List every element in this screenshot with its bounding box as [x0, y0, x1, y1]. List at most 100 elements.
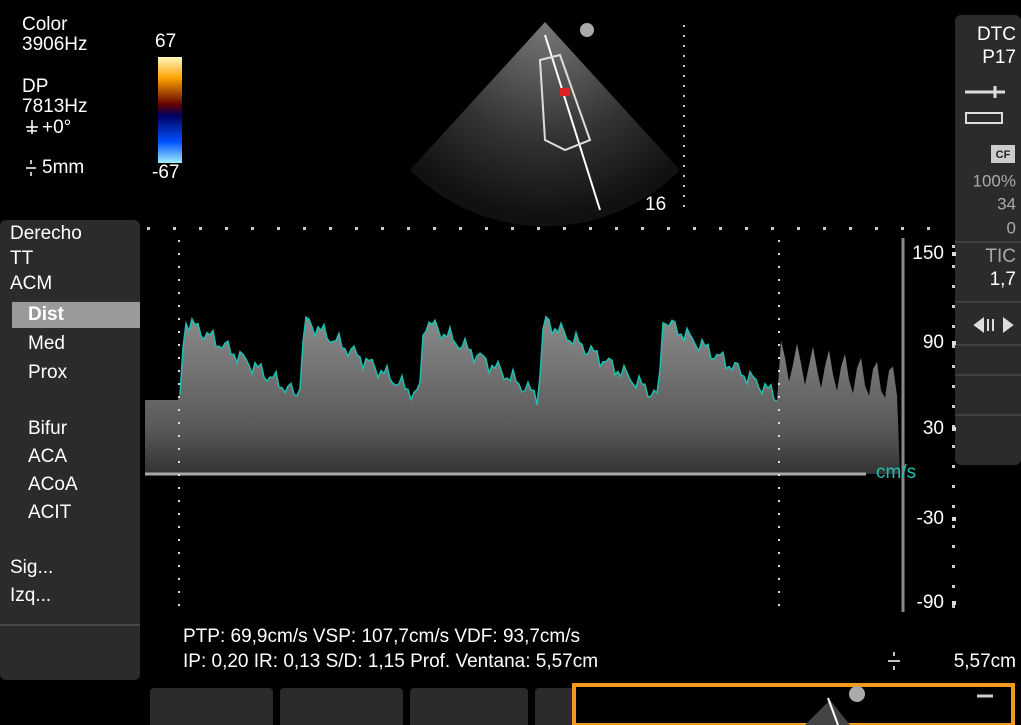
soft-key[interactable]: [535, 688, 575, 725]
dot: [329, 227, 332, 230]
depth-icon: [888, 652, 900, 670]
dot: [178, 344, 180, 346]
thumbnail-frame[interactable]: [574, 685, 1013, 725]
dot: [778, 240, 780, 242]
dot: [952, 245, 955, 248]
dot: [381, 227, 384, 230]
dot: [952, 305, 955, 308]
dot: [952, 485, 955, 488]
color-min: -67: [152, 162, 179, 183]
dot: [778, 318, 780, 320]
dot: [952, 265, 955, 268]
menu-item: ACA: [28, 446, 67, 467]
dot: [952, 605, 955, 608]
dot: [849, 227, 852, 230]
soft-key[interactable]: [410, 688, 528, 725]
dot: [778, 357, 780, 359]
dot: [778, 513, 780, 515]
dot: [745, 227, 748, 230]
soft-key[interactable]: [150, 688, 273, 725]
preset: DTC: [977, 24, 1016, 45]
scale-tick: [952, 252, 956, 256]
dot: [178, 305, 180, 307]
menu-item: Izq...: [10, 585, 51, 606]
dot: [952, 525, 955, 528]
dot: [778, 578, 780, 580]
dot: [778, 305, 780, 307]
dot: [178, 253, 180, 255]
menu-item: ACM: [10, 273, 52, 294]
dot: [511, 227, 514, 230]
dot: [407, 227, 410, 230]
dot: [683, 125, 685, 127]
measurements-line2: IP: 0,20 IR: 0,13 S/D: 1,15 Prof. Ventan…: [183, 651, 598, 672]
dot: [952, 565, 955, 568]
dot: [952, 465, 955, 468]
dot: [683, 185, 685, 187]
dot: [875, 227, 878, 230]
dot: [693, 227, 696, 230]
dot: [178, 383, 180, 385]
scale-tick: [952, 517, 956, 521]
dot: [901, 227, 904, 230]
doppler-spectrum: [145, 317, 900, 474]
angle-icon: [26, 120, 38, 134]
dot: [178, 318, 180, 320]
scale-tick: [952, 427, 956, 431]
sample-gate: [560, 88, 570, 96]
color-bar: [158, 57, 182, 163]
dot: [178, 422, 180, 424]
power: 100%: [973, 171, 1016, 190]
dot: [683, 85, 685, 87]
dot: [683, 45, 685, 47]
dot: [178, 474, 180, 476]
dot: [178, 279, 180, 281]
menu-item: Med: [28, 333, 65, 354]
dot: [178, 292, 180, 294]
dot: [778, 253, 780, 255]
scale-label: -30: [917, 508, 944, 529]
dot: [683, 115, 685, 117]
dot: [178, 578, 180, 580]
dot: [778, 591, 780, 593]
dot: [537, 227, 540, 230]
dot: [355, 227, 358, 230]
dot: [683, 95, 685, 97]
sweep-icon[interactable]: [975, 319, 1012, 331]
color-max: 67: [155, 31, 176, 52]
dot: [683, 75, 685, 77]
gate: 5mm: [42, 157, 84, 178]
dot: [178, 461, 180, 463]
gate-icon: [26, 160, 36, 176]
dot: [199, 227, 202, 230]
soft-key[interactable]: [280, 688, 403, 725]
dot: [952, 345, 955, 348]
dot: [778, 266, 780, 268]
side-panel-bg: [955, 15, 1021, 465]
dot: [778, 383, 780, 385]
dot: [952, 405, 955, 408]
dot: [778, 396, 780, 398]
dot: [173, 227, 176, 230]
dot: [952, 285, 955, 288]
unit: cm/s: [876, 462, 916, 483]
measurements-line1: PTP: 69,9cm/s VSP: 107,7cm/s VDF: 93,7cm…: [183, 626, 580, 647]
dot: [178, 435, 180, 437]
dot: [615, 227, 618, 230]
dot: [251, 227, 254, 230]
dot: [778, 526, 780, 528]
dot: [178, 448, 180, 450]
dot: [589, 227, 592, 230]
dot: [778, 474, 780, 476]
depth: 16: [645, 194, 666, 215]
dot: [178, 357, 180, 359]
dot: [778, 422, 780, 424]
doppler: DP: [22, 76, 48, 97]
dot: [178, 552, 180, 554]
dot: [563, 227, 566, 230]
dot: [778, 448, 780, 450]
dot: [178, 513, 180, 515]
dot: [178, 331, 180, 333]
tic-value: 1,7: [990, 269, 1016, 290]
dot: [797, 227, 800, 230]
